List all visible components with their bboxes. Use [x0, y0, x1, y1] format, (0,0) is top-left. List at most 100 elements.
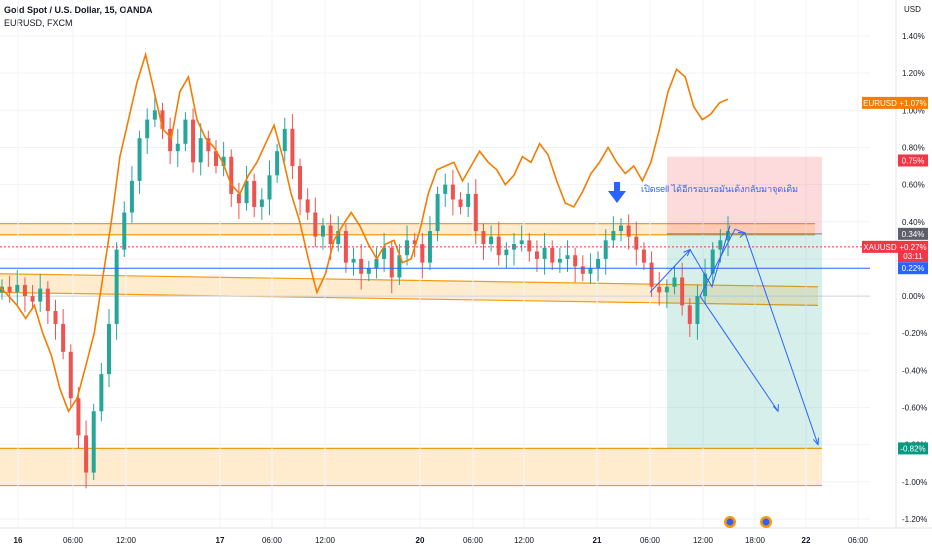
price-tag-bg [898, 96, 928, 109]
candle-body [405, 240, 410, 256]
price-axis-label: 0.40% [902, 218, 925, 227]
candle-body [450, 184, 455, 200]
candle-body [626, 225, 631, 237]
candle-body [213, 151, 218, 167]
drawings-layer[interactable]: เปิดsell ได้อีกรอบรอมันเด้งกลับมาจุดเดิม [0, 182, 870, 446]
candle-body [229, 156, 234, 194]
candle-body [435, 193, 440, 232]
candle-body [168, 128, 173, 152]
candle-body [695, 296, 700, 324]
chart-legend-compare: EURUSD, FXCM [4, 18, 73, 28]
candle-body [106, 323, 111, 375]
candle-body [252, 180, 257, 207]
candle-body [534, 251, 539, 259]
candle-body [634, 236, 639, 250]
candle-body [91, 411, 96, 473]
candle-body [466, 193, 471, 207]
time-axis-label: 12:00 [693, 536, 714, 545]
candle-body [320, 225, 325, 237]
event-flag-icon-inner [762, 518, 770, 526]
candle-body [336, 231, 341, 245]
candle-body [282, 128, 287, 152]
candle-body [687, 305, 692, 324]
candle-body [45, 288, 50, 311]
time-axis-label: 12:00 [514, 536, 535, 545]
time-axis-label: 22 [802, 536, 811, 545]
candle-body [38, 288, 43, 302]
candle-body [512, 244, 517, 250]
support-channel [0, 273, 818, 306]
time-axis-label: 17 [216, 536, 225, 545]
time-axis-label: 06:00 [640, 536, 661, 545]
price-tag-value: +0.27% [899, 243, 926, 252]
candle-body [298, 166, 303, 200]
candle-body [611, 231, 616, 241]
candle-body [7, 286, 12, 293]
candle-body [710, 249, 715, 274]
candle-body [99, 374, 104, 412]
candle-body [206, 138, 211, 152]
time-axis-label: 06:00 [463, 536, 484, 545]
time-axis-label: 06:00 [848, 536, 869, 545]
price-tag-bg [898, 262, 928, 275]
candle-body [244, 180, 249, 204]
candle-body [290, 128, 295, 167]
price-tag-value: 0.34% [902, 230, 925, 239]
price-tag-bg [898, 227, 928, 240]
price-axis-unit: USD [904, 5, 921, 14]
candle-body [305, 199, 310, 213]
price-axis-label: -0.20% [902, 329, 927, 338]
candle-body [30, 296, 35, 302]
arrow-head-target [813, 437, 820, 446]
candle-body [580, 266, 585, 274]
candle-body [68, 351, 73, 399]
price-tags: EURUSD +1.07% 0.75% 0.34% XAUUSD +0.27%03:11 0… [862, 96, 928, 455]
candle-body [527, 240, 532, 252]
candle-body [443, 184, 448, 194]
candle-body [412, 240, 417, 245]
candle-body [657, 286, 662, 293]
candle-body [259, 199, 264, 207]
candle-body [389, 247, 394, 278]
candle-body [236, 193, 241, 204]
price-axis-label: -1.20% [902, 515, 927, 524]
candle-body [267, 175, 272, 200]
time-axis-label: 21 [593, 536, 602, 545]
price-axis-label: -1.00% [902, 478, 927, 487]
candle-body [351, 258, 356, 263]
price-axis-label: -0.60% [902, 404, 927, 413]
short-position-tool[interactable] [667, 156, 822, 449]
candle-body [565, 255, 570, 259]
candle-body [603, 240, 608, 259]
price-tag-value: -0.82% [900, 444, 925, 453]
candle-body [76, 398, 81, 436]
candle-body [703, 273, 708, 297]
candle-body [672, 277, 677, 287]
candle-body [397, 255, 402, 278]
price-axis-label: -0.40% [902, 366, 927, 375]
candle-body [15, 284, 20, 293]
price-axis-label: 1.20% [902, 69, 925, 78]
price-axis-label: 0.80% [902, 143, 925, 152]
candle-body [84, 435, 89, 473]
projection-path [699, 228, 819, 445]
candle-body [374, 258, 379, 269]
candle-body [550, 247, 555, 263]
time-axis-label: 18:00 [745, 536, 766, 545]
candle-body [458, 199, 463, 207]
price-tag-symbol: EURUSD [863, 99, 897, 108]
candle-body [328, 225, 333, 245]
price-tag-symbol: XAUUSD [863, 243, 897, 252]
candle-body [649, 262, 654, 287]
price-tag-value: 0.22% [902, 264, 925, 273]
candle-body [519, 240, 524, 245]
candle-body [198, 138, 203, 163]
price-tag-value: +1.07% [899, 99, 926, 108]
price-tag-value: 03:11 [903, 252, 923, 261]
arrow-head-target-2 [772, 404, 779, 413]
candle-body [504, 249, 509, 256]
candle-body [122, 212, 127, 250]
eurusd-series-line [0, 51, 729, 414]
time-axis[interactable]: 16 06:00 12:00 17 06:00 12:00 20 06:00 12:00 21 06… [0, 516, 932, 545]
